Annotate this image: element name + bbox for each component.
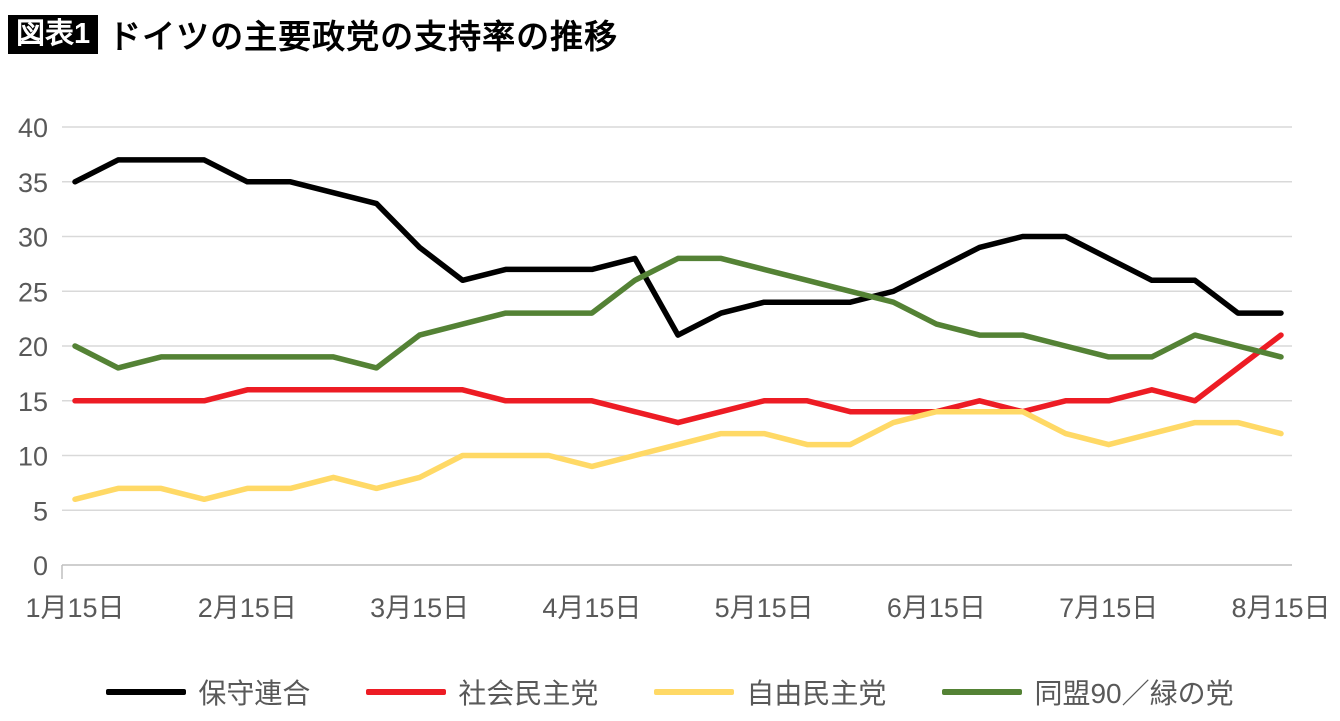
figure-number-badge: 図表1 <box>8 14 99 54</box>
spd-line-swatch <box>366 689 447 695</box>
series-line-0 <box>72 157 1284 338</box>
chart-title: ドイツの主要政党の支持率の推移 <box>108 18 619 55</box>
legend-item-fdp: 自由民主党 <box>654 672 886 712</box>
legend-label-fdp: 自由民主党 <box>746 678 887 709</box>
x-tick-label: 1月15日 <box>25 593 124 623</box>
chart-legend: 保守連合 社会民主党 自由民主党 同盟90／緑の党 <box>0 672 1340 712</box>
legend-item-spd: 社会民主党 <box>366 672 598 712</box>
y-tick-label: 0 <box>33 551 48 581</box>
legend-label-spd: 社会民主党 <box>458 678 599 709</box>
y-tick-label: 25 <box>18 277 48 307</box>
fdp-line-swatch <box>654 689 735 695</box>
series-line-1 <box>72 332 1284 426</box>
y-tick-label: 15 <box>18 387 48 417</box>
x-tick-label: 4月15日 <box>542 593 641 623</box>
y-tick-label: 40 <box>18 113 48 143</box>
x-tick-label: 5月15日 <box>715 593 814 623</box>
legend-item-union: 保守連合 <box>106 672 310 712</box>
x-tick-label: 8月15日 <box>1231 593 1330 623</box>
y-tick-label: 30 <box>18 223 48 253</box>
y-tick-label: 20 <box>18 332 48 362</box>
y-tick-label: 35 <box>18 168 48 198</box>
x-tick-label: 2月15日 <box>198 593 297 623</box>
union-line-swatch <box>106 689 187 695</box>
x-tick-label: 6月15日 <box>887 593 986 623</box>
x-tick-label: 3月15日 <box>370 593 469 623</box>
y-tick-label: 10 <box>18 442 48 472</box>
legend-item-greens: 同盟90／緑の党 <box>942 672 1234 712</box>
greens-line-swatch <box>942 689 1023 695</box>
series-line-3 <box>72 255 1284 371</box>
chart-title-row: 図表1 ドイツの主要政党の支持率の推移 <box>8 10 618 58</box>
x-tick-label: 7月15日 <box>1059 593 1158 623</box>
y-tick-label: 5 <box>33 496 48 526</box>
legend-label-greens: 同盟90／緑の党 <box>1034 678 1234 709</box>
series-line-2 <box>72 408 1284 503</box>
legend-label-union: 保守連合 <box>198 678 311 709</box>
